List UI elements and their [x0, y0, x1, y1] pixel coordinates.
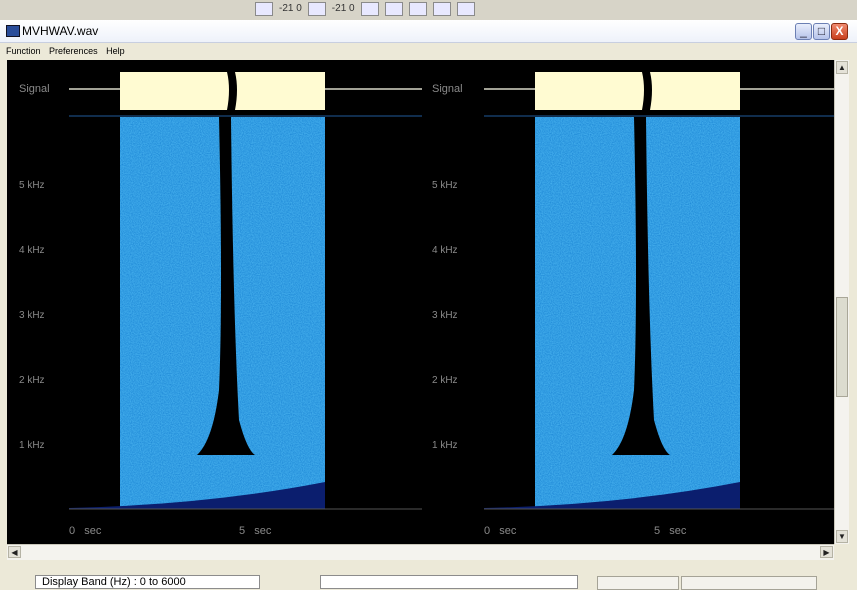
time-label: 5 sec — [239, 525, 272, 537]
freq-label: 5 kHz — [432, 180, 458, 191]
spectrogram-gap — [197, 117, 255, 455]
time-label: 0 sec — [69, 525, 102, 537]
spectrogram-canvas: Signal 5 kHz 4 kHz 3 kHz 2 kHz 1 kHz 0 s… — [19, 72, 834, 537]
minimize-button[interactable]: _ — [795, 23, 812, 40]
menu-help[interactable]: Help — [106, 46, 125, 56]
scroll-right-icon[interactable]: ▶ — [820, 546, 833, 558]
background-toolbar: -21 0 -21 0 — [0, 0, 857, 20]
spectrogram-viewport: Signal 5 kHz 4 kHz 3 kHz 2 kHz 1 kHz 0 s… — [7, 60, 834, 544]
time-label: 0 sec — [484, 525, 517, 537]
toolbar-tool-icon[interactable] — [360, 2, 379, 16]
scroll-down-icon[interactable]: ▼ — [836, 530, 848, 543]
toolbar-tool-icon[interactable] — [432, 2, 451, 16]
app-icon — [6, 25, 20, 37]
freq-label: 5 kHz — [19, 180, 45, 191]
freq-label: 1 kHz — [432, 440, 458, 451]
signal-waveform — [535, 72, 740, 110]
signal-dip — [227, 72, 237, 110]
freq-label: 3 kHz — [432, 310, 458, 321]
spectrogram-gap — [612, 117, 670, 455]
toolbar-tool-icon[interactable] — [384, 2, 403, 16]
signal-label: Signal — [19, 83, 50, 95]
toolbar-zoom-a: -21 0 — [279, 3, 302, 14]
time-label: 5 sec — [654, 525, 687, 537]
maximize-button[interactable]: □ — [813, 23, 830, 40]
status-right-button[interactable] — [681, 576, 817, 590]
signal-label: Signal — [432, 83, 463, 95]
signal-waveform — [120, 72, 325, 110]
vertical-scroll-thumb[interactable] — [836, 297, 848, 397]
signal-dip — [642, 72, 652, 110]
window-titlebar[interactable]: MVHWAV.wav _ □ X — [0, 20, 857, 43]
status-row: Display Band (Hz) : 0 to 6000 — [0, 560, 857, 590]
menu-preferences[interactable]: Preferences — [49, 46, 98, 56]
scroll-left-icon[interactable]: ◀ — [8, 546, 21, 558]
menu-function[interactable]: Function — [6, 46, 41, 56]
noise-floor — [69, 482, 325, 509]
freq-label: 3 kHz — [19, 310, 45, 321]
freq-label: 4 kHz — [19, 245, 45, 256]
toolbar-tool-icon[interactable] — [255, 2, 273, 16]
toolbar-zoom-b: -21 0 — [331, 3, 355, 14]
freq-label: 2 kHz — [432, 375, 458, 386]
toolbar-tool-icon[interactable] — [456, 2, 475, 16]
scroll-up-icon[interactable]: ▲ — [836, 61, 848, 74]
noise-floor — [484, 482, 740, 509]
freq-label: 4 kHz — [432, 245, 458, 256]
vertical-scrollbar[interactable]: ▲ ▼ — [834, 60, 849, 544]
menu-bar: Function Preferences Help — [0, 43, 857, 59]
toolbar-tool-icon[interactable] — [307, 2, 326, 16]
spectrogram-panel-right: Signal 5 kHz 4 kHz 3 kHz 2 kHz 1 kHz 0 s… — [432, 72, 834, 537]
spectrogram-panel-left: Signal 5 kHz 4 kHz 3 kHz 2 kHz 1 kHz 0 s… — [19, 72, 422, 537]
display-band-field: Display Band (Hz) : 0 to 6000 — [35, 575, 260, 589]
freq-label: 2 kHz — [19, 375, 45, 386]
freq-label: 1 kHz — [19, 440, 45, 451]
horizontal-scrollbar[interactable]: ◀ ▶ — [7, 544, 834, 560]
status-left-button[interactable] — [597, 576, 679, 590]
close-button[interactable]: X — [831, 23, 848, 40]
window-title: MVHWAV.wav — [22, 24, 99, 38]
toolbar-tool-icon[interactable] — [408, 2, 427, 16]
